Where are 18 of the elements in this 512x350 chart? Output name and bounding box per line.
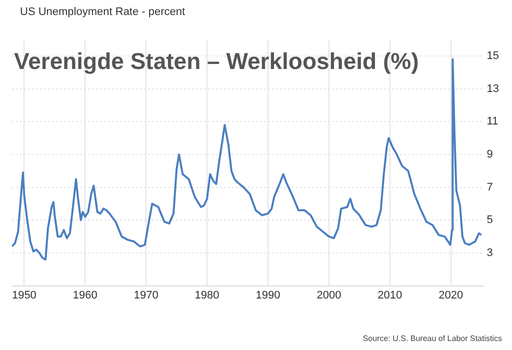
chart-title: Verenigde Staten – Werkloosheid (%): [14, 48, 419, 75]
source-note: Source: U.S. Bureau of Labor Statistics: [362, 334, 502, 343]
x-tick-label: 1950: [12, 289, 36, 302]
chart-subtitle: US Unemployment Rate - percent: [20, 6, 186, 18]
y-tick-label: 13: [486, 82, 500, 95]
x-tick-label: 2000: [316, 289, 342, 302]
y-tick-label: 15: [486, 50, 500, 62]
x-tick-label: 1980: [194, 289, 220, 302]
x-tick-label: 1990: [256, 289, 280, 302]
y-tick-label: 11: [486, 116, 498, 128]
x-tick-label: 1970: [134, 289, 158, 302]
x-tick-label: 1960: [72, 289, 98, 302]
y-tick-label: 5: [486, 214, 493, 226]
x-tick-label: 2010: [378, 289, 402, 302]
y-tick-label: 3: [486, 247, 493, 260]
y-tick-label: 7: [486, 181, 493, 194]
y-tick-label: 9: [486, 148, 493, 161]
x-tick-label: 2020: [438, 289, 464, 302]
